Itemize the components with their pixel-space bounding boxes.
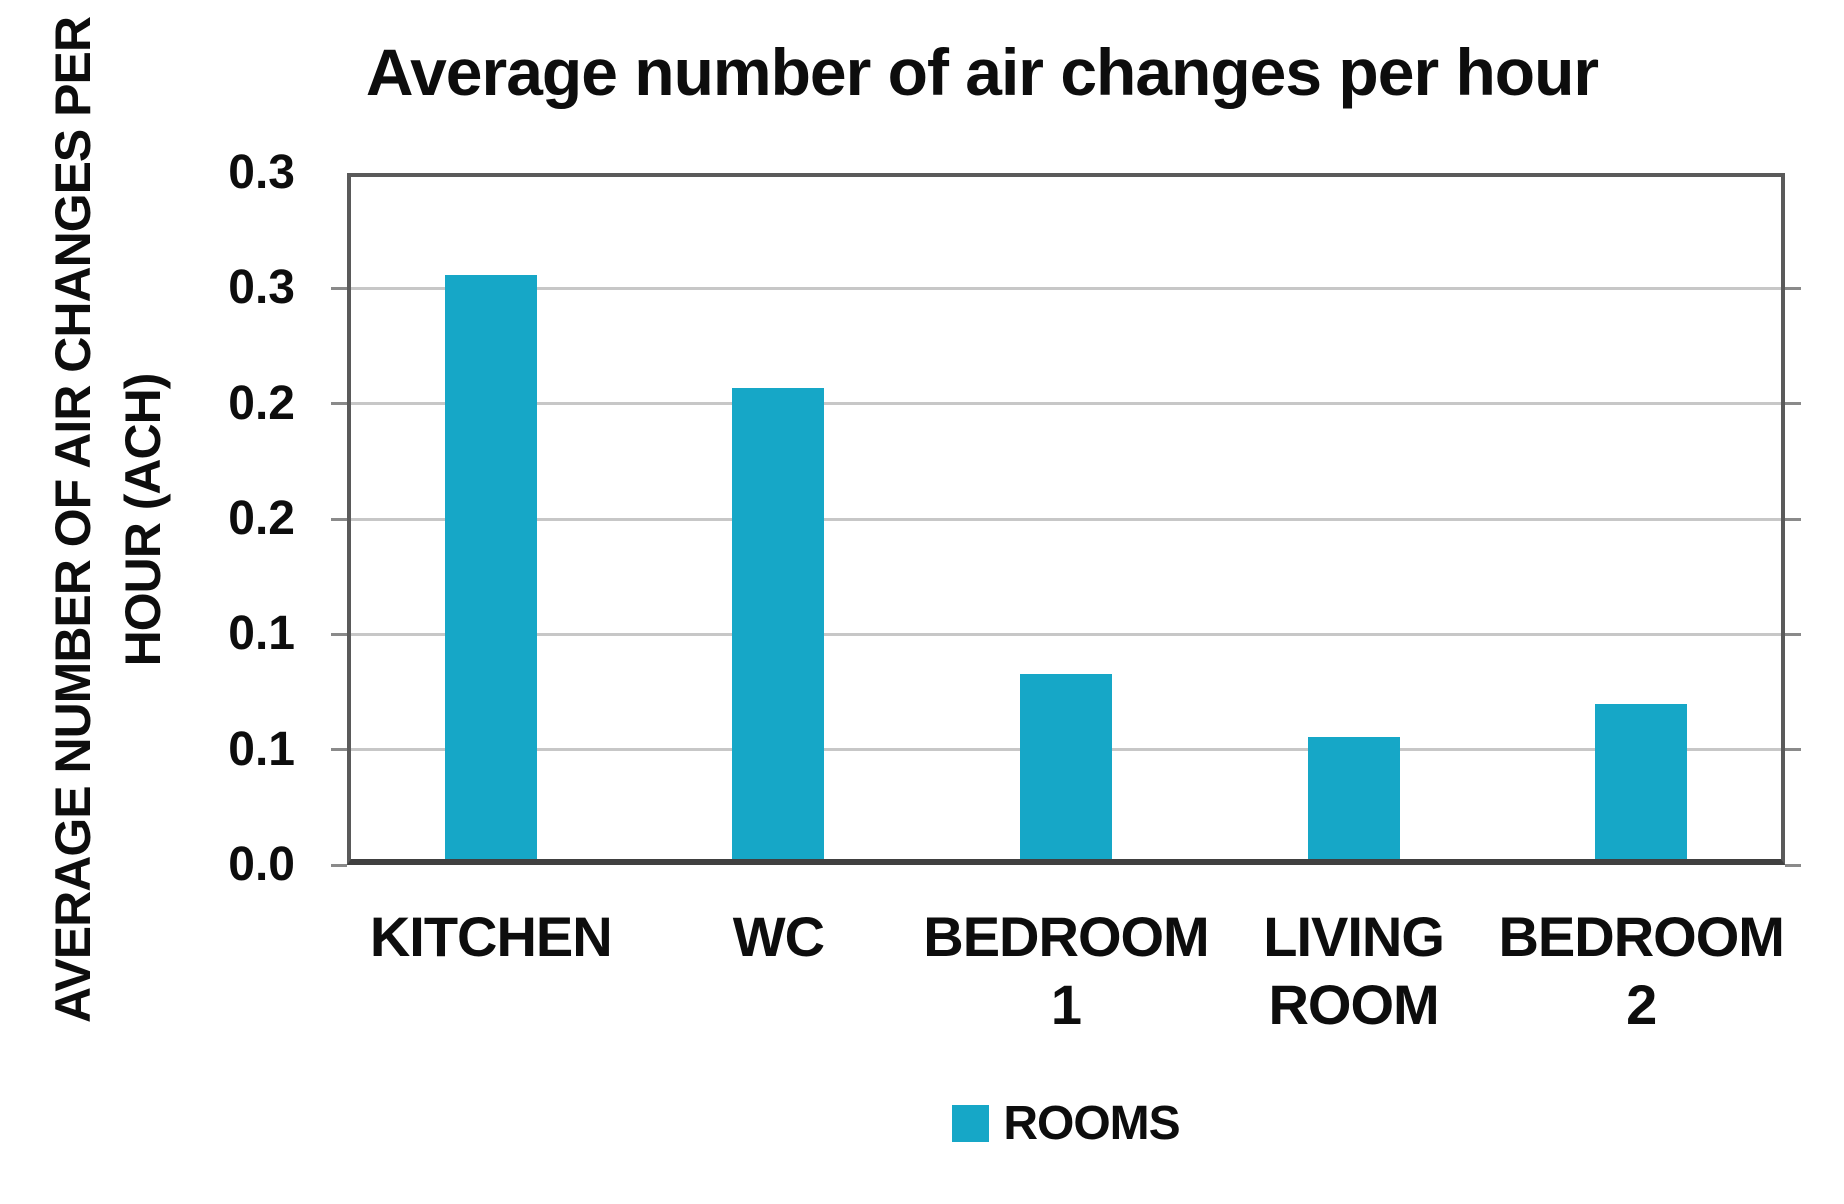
x-category-label-wc: WC (613, 903, 943, 971)
x-category-label-line: 2 (1626, 973, 1657, 1036)
y-axis-tick-mark (1785, 863, 1801, 867)
y-axis-tick-mark (331, 517, 347, 521)
y-tick-label: 0.3 (228, 146, 295, 199)
y-axis-title-line-1: AVERAGE NUMBER OF AIR CHANGES PER (45, 17, 101, 1023)
x-category-label-living-room: LIVING ROOM (1189, 903, 1519, 1039)
legend: ROOMS (347, 1096, 1785, 1151)
y-axis-tick-mark (1785, 632, 1801, 636)
x-category-label-kitchen: KITCHEN (326, 903, 656, 971)
gridline (351, 402, 1781, 406)
bar-living-room (1307, 737, 1400, 859)
y-tick-label: 0.3 (228, 261, 295, 315)
x-category-label-bedroom-2: BEDROOM 2 (1476, 903, 1806, 1039)
y-tick-label: 0.2 (228, 492, 295, 545)
y-axis-tick-mark (331, 632, 347, 636)
x-category-label-line: BEDROOM (1498, 905, 1784, 968)
y-axis-tick-mark (1785, 748, 1801, 752)
y-axis-tick-mark (331, 748, 347, 752)
y-tick-label: 0.1 (228, 722, 295, 776)
gridline (351, 286, 1781, 290)
x-category-label-line: KITCHEN (369, 905, 613, 968)
bar-wc (732, 388, 825, 859)
x-category-label-line: LIVING (1263, 905, 1445, 968)
gridline (351, 517, 1781, 521)
y-axis-tick-mark (1785, 402, 1801, 406)
legend-swatch-rooms (952, 1105, 990, 1142)
chart-title: Average number of air changes per hour (365, 35, 1599, 109)
legend-label-rooms: ROOMS (1003, 1097, 1180, 1150)
x-category-label-line: WC (732, 905, 825, 968)
bar-bedroom-1 (1020, 674, 1112, 859)
y-axis-tick-mark (331, 863, 347, 867)
y-tick-label: 0.0 (228, 838, 295, 891)
bar-kitchen (444, 275, 537, 859)
plot-area (347, 173, 1785, 865)
y-axis-tick-mark (1785, 286, 1801, 290)
bar-bedroom-2 (1595, 704, 1688, 859)
y-axis-tick-mark (1785, 517, 1801, 521)
x-category-label-line: 1 (1050, 973, 1082, 1036)
y-tick-label: 0.2 (228, 376, 295, 430)
x-category-label-line: BEDROOM (923, 905, 1209, 968)
x-category-label-line: ROOM (1268, 973, 1439, 1036)
y-axis-tick-mark (331, 286, 347, 290)
y-tick-label: 0.1 (228, 607, 295, 661)
y-axis-tick-mark (331, 402, 347, 406)
gridline (351, 632, 1781, 636)
x-category-label-bedroom-1: BEDROOM 1 (901, 903, 1231, 1039)
